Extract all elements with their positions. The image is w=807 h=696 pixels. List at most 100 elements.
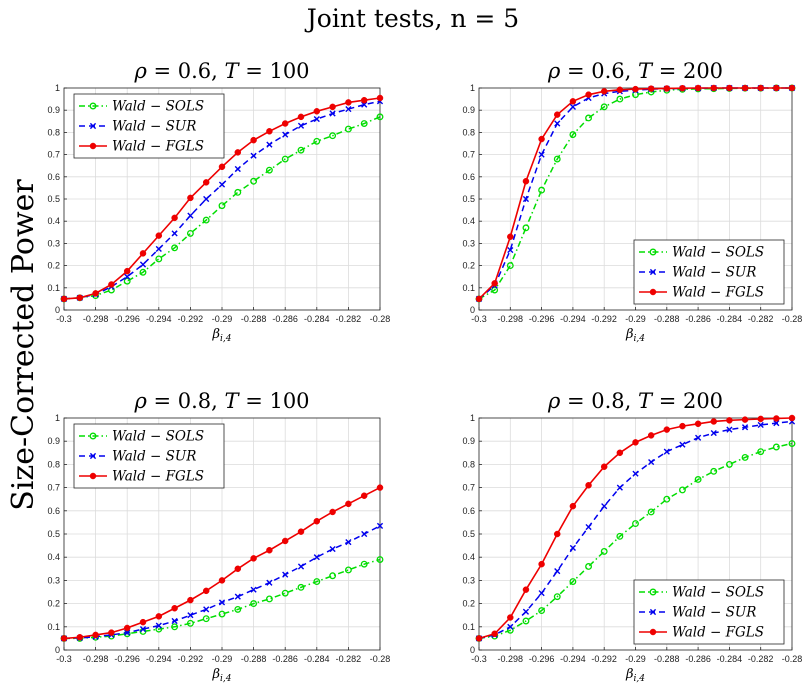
x-tick-label: -0.296	[529, 314, 555, 324]
data-point	[647, 432, 655, 439]
data-point	[726, 426, 733, 433]
data-point	[265, 595, 273, 603]
data-point	[234, 605, 242, 613]
y-tick-label: 0.3	[462, 238, 475, 248]
y-tick-label: 0.9	[462, 105, 475, 115]
data-point	[522, 617, 530, 625]
figure-ylabel: Size-Corrected Power	[6, 179, 41, 511]
series-wald-sols	[475, 440, 796, 642]
data-point	[329, 572, 337, 580]
series-wald-fgls	[60, 94, 384, 303]
data-point	[475, 635, 483, 642]
x-tick-label: -0.3	[56, 314, 72, 324]
legend-marker	[89, 122, 97, 130]
data-point	[155, 232, 163, 239]
x-tick-label: -0.282	[336, 314, 362, 324]
legend-label: Wald − SOLS	[672, 585, 764, 601]
data-point	[234, 165, 241, 173]
data-point	[155, 622, 162, 629]
x-tick-label: -0.29	[212, 314, 233, 324]
data-point	[554, 530, 561, 538]
data-point	[600, 547, 608, 555]
data-point	[155, 245, 162, 253]
x-tick-label: -0.286	[685, 314, 711, 324]
data-point	[171, 230, 178, 237]
data-point	[632, 470, 639, 477]
data-point	[569, 103, 576, 110]
data-point	[538, 135, 545, 143]
x-tick-label: -0.292	[591, 654, 617, 664]
data-point	[679, 422, 686, 430]
y-tick-label: 0.6	[47, 506, 60, 516]
data-point	[554, 111, 561, 118]
legend-marker	[89, 142, 97, 150]
data-point	[92, 631, 99, 639]
data-point	[569, 544, 576, 552]
y-tick-label: 1	[55, 83, 60, 93]
legend-label: Wald − SUR	[112, 449, 196, 465]
y-tick-label: 0.1	[47, 622, 60, 632]
data-point	[554, 568, 561, 575]
data-point	[376, 522, 384, 529]
series-wald-sur	[60, 522, 384, 642]
data-point	[522, 195, 530, 203]
legend-marker	[89, 472, 97, 480]
legend: Wald − SOLS Wald − SUR Wald − FGLS	[73, 93, 225, 159]
legend-label: Wald − FGLS	[672, 625, 764, 641]
data-point	[773, 415, 780, 422]
data-point	[773, 84, 780, 92]
data-point	[265, 166, 273, 174]
y-tick-label: 0.7	[462, 483, 475, 493]
y-tick-label: 0.8	[462, 127, 475, 137]
data-point	[76, 633, 84, 641]
x-tick-label: -0.28	[370, 314, 391, 324]
data-point	[187, 596, 194, 604]
data-point	[186, 619, 194, 627]
data-point	[266, 128, 273, 135]
data-point	[171, 617, 178, 625]
data-point	[139, 261, 147, 268]
data-point	[694, 420, 702, 428]
data-point	[538, 151, 545, 158]
data-point	[281, 155, 289, 163]
data-point	[491, 630, 498, 638]
x-tick-label: -0.284	[717, 314, 743, 324]
x-tick-label: -0.298	[83, 654, 109, 664]
data-point	[585, 523, 592, 531]
y-tick-label: 0.4	[47, 552, 60, 562]
y-tick-label: 0.2	[47, 599, 60, 609]
data-point	[600, 103, 608, 111]
legend-marker	[89, 452, 97, 460]
y-tick-label: 0.2	[462, 599, 475, 609]
x-tick-label: -0.3	[471, 314, 487, 324]
y-tick-label: 0.3	[47, 575, 60, 585]
data-point	[60, 635, 68, 642]
data-point	[124, 273, 131, 280]
y-tick-label: 0.3	[47, 238, 60, 248]
data-point	[123, 267, 131, 275]
data-point	[250, 600, 258, 608]
x-tick-label: -0.294	[146, 314, 172, 324]
data-point	[679, 441, 686, 448]
data-point	[726, 417, 733, 424]
data-point	[507, 233, 514, 240]
data-point	[491, 286, 499, 294]
data-point	[616, 449, 624, 457]
data-point	[345, 500, 352, 508]
data-point	[281, 537, 289, 545]
data-point	[234, 149, 242, 156]
x-tick-label: -0.282	[336, 654, 362, 664]
data-point	[344, 566, 352, 574]
data-point	[282, 131, 289, 138]
y-tick-label: 0	[470, 305, 475, 315]
y-tick-label: 0.3	[462, 575, 475, 585]
legend-label: Wald − SUR	[672, 605, 756, 621]
legend-marker	[89, 102, 97, 110]
data-point	[297, 146, 305, 154]
data-point	[710, 418, 717, 425]
y-tick-label: 1	[470, 413, 475, 423]
legend-label: Wald − SUR	[112, 119, 196, 135]
data-point	[757, 448, 765, 456]
data-point	[538, 607, 546, 615]
